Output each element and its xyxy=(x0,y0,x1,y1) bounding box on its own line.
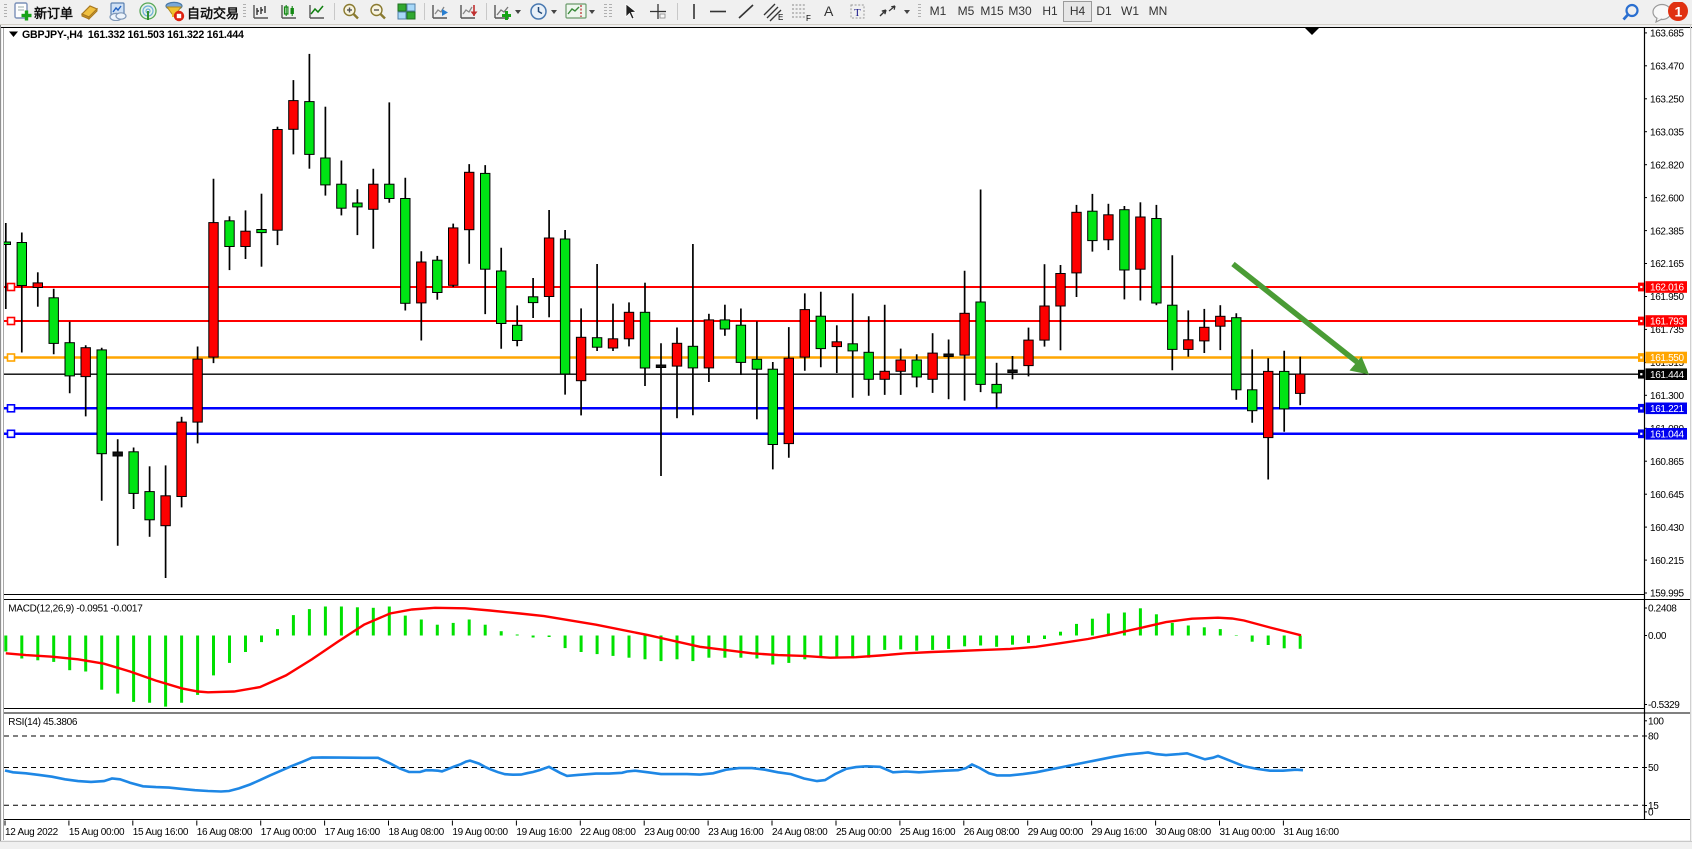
svg-text:161.950: 161.950 xyxy=(1650,292,1684,303)
svg-text:1: 1 xyxy=(1675,4,1683,20)
svg-text:15: 15 xyxy=(1648,801,1659,812)
svg-text:0.2408: 0.2408 xyxy=(1648,604,1677,615)
svg-text:161.735: 161.735 xyxy=(1650,325,1684,336)
svg-text:163.250: 163.250 xyxy=(1650,95,1684,106)
svg-text:15 Aug 00:00: 15 Aug 00:00 xyxy=(69,827,125,838)
svg-text:161.044: 161.044 xyxy=(1650,430,1684,441)
svg-text:161.793: 161.793 xyxy=(1650,317,1684,328)
svg-text:25 Aug 16:00: 25 Aug 16:00 xyxy=(900,827,956,838)
svg-text:160.215: 160.215 xyxy=(1650,556,1684,567)
svg-text:15 Aug 16:00: 15 Aug 16:00 xyxy=(133,827,189,838)
svg-text:GBPJPY-,H4 161.332 161.503 16: GBPJPY-,H4 161.332 161.503 161.322 161.4… xyxy=(22,29,244,41)
svg-text:29 Aug 00:00: 29 Aug 00:00 xyxy=(1028,827,1084,838)
svg-text:31 Aug 16:00: 31 Aug 16:00 xyxy=(1283,827,1339,838)
svg-text:F: F xyxy=(806,14,811,22)
svg-text:24 Aug 08:00: 24 Aug 08:00 xyxy=(772,827,828,838)
svg-text:T: T xyxy=(854,7,861,19)
svg-text:160.430: 160.430 xyxy=(1650,523,1684,534)
svg-text:26 Aug 08:00: 26 Aug 08:00 xyxy=(964,827,1020,838)
svg-text:162.820: 162.820 xyxy=(1650,160,1684,171)
svg-text:23 Aug 16:00: 23 Aug 16:00 xyxy=(708,827,764,838)
svg-text:163.685: 163.685 xyxy=(1650,29,1684,40)
svg-text:0.00: 0.00 xyxy=(1648,631,1667,642)
svg-text:16 Aug 08:00: 16 Aug 08:00 xyxy=(197,827,253,838)
svg-text:MACD(12,26,9) -0.0951 -0.0017: MACD(12,26,9) -0.0951 -0.0017 xyxy=(8,603,143,614)
svg-text:163.035: 163.035 xyxy=(1650,127,1684,138)
svg-text:162.016: 162.016 xyxy=(1650,283,1684,294)
svg-text:161.550: 161.550 xyxy=(1650,353,1684,364)
svg-text:161.221: 161.221 xyxy=(1650,404,1684,415)
svg-text:29 Aug 16:00: 29 Aug 16:00 xyxy=(1092,827,1148,838)
svg-text:22 Aug 08:00: 22 Aug 08:00 xyxy=(580,827,636,838)
svg-text:30 Aug 08:00: 30 Aug 08:00 xyxy=(1156,827,1212,838)
svg-text:162.600: 162.600 xyxy=(1650,193,1684,204)
svg-text:0: 0 xyxy=(1648,808,1654,819)
svg-text:161.515: 161.515 xyxy=(1650,358,1684,369)
svg-text:50: 50 xyxy=(1648,763,1659,774)
svg-text:162.165: 162.165 xyxy=(1650,259,1684,270)
svg-text:31 Aug 00:00: 31 Aug 00:00 xyxy=(1220,827,1276,838)
svg-text:159.995: 159.995 xyxy=(1650,589,1684,600)
svg-text:17 Aug 16:00: 17 Aug 16:00 xyxy=(325,827,381,838)
svg-text:E: E xyxy=(778,13,783,22)
svg-text:RSI(14) 45.3806: RSI(14) 45.3806 xyxy=(8,717,78,728)
svg-text:100: 100 xyxy=(1648,717,1664,728)
svg-text:18 Aug 08:00: 18 Aug 08:00 xyxy=(389,827,445,838)
svg-text:-0.5329: -0.5329 xyxy=(1648,700,1680,711)
svg-text:163.470: 163.470 xyxy=(1650,62,1684,73)
svg-text:160.645: 160.645 xyxy=(1650,490,1684,501)
svg-text:12 Aug 2022: 12 Aug 2022 xyxy=(5,827,59,838)
svg-text:19 Aug 16:00: 19 Aug 16:00 xyxy=(516,827,572,838)
svg-text:162.385: 162.385 xyxy=(1650,226,1684,237)
svg-text:19 Aug 00:00: 19 Aug 00:00 xyxy=(452,827,508,838)
svg-text:23 Aug 00:00: 23 Aug 00:00 xyxy=(644,827,700,838)
svg-text:161.300: 161.300 xyxy=(1650,391,1684,402)
svg-text:161.444: 161.444 xyxy=(1650,370,1684,381)
svg-text:160.865: 160.865 xyxy=(1650,457,1684,468)
svg-text:80: 80 xyxy=(1648,732,1659,743)
svg-text:17 Aug 00:00: 17 Aug 00:00 xyxy=(261,827,317,838)
svg-text:25 Aug 00:00: 25 Aug 00:00 xyxy=(836,827,892,838)
